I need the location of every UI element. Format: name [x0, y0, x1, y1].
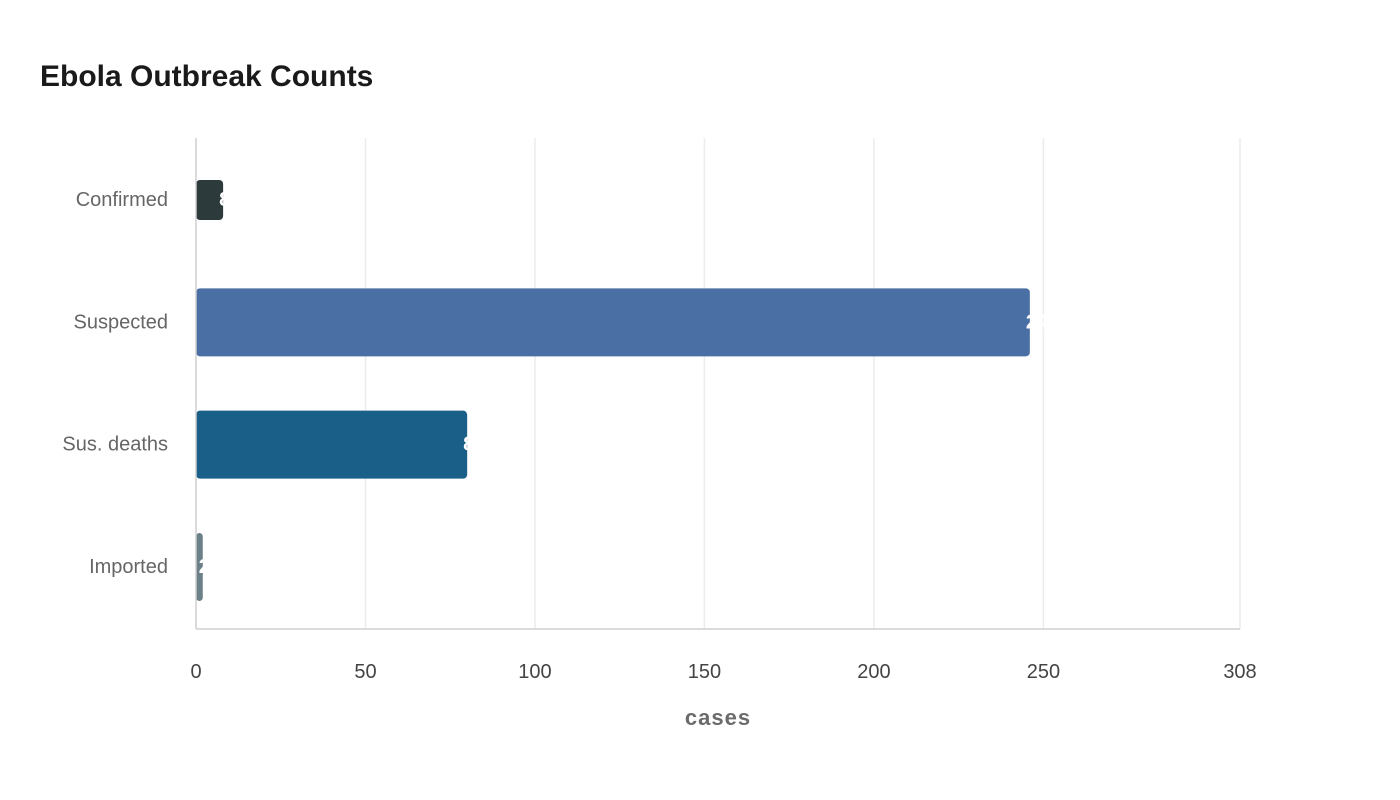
chart-title: Ebola Outbreak Counts: [40, 60, 374, 93]
bar-value-label: 246: [1026, 311, 1059, 333]
x-tick-label: 250: [1027, 661, 1060, 683]
bar-value-label: 80: [463, 434, 485, 456]
x-tick-label: 308: [1223, 661, 1256, 683]
x-tick-label: 150: [688, 661, 721, 683]
y-axis-tick-labels: Confirmed Suspected Sus. deaths Imported: [62, 189, 168, 578]
y-tick-label: Imported: [89, 556, 168, 578]
x-tick-label: 100: [518, 661, 551, 683]
y-tick-label: Confirmed: [76, 189, 168, 211]
x-axis-title: cases: [685, 705, 751, 730]
grid-lines: [364, 138, 1241, 629]
x-tick-label: 200: [857, 661, 890, 683]
y-tick-label: Sus. deaths: [62, 434, 168, 456]
bar-imported: [196, 533, 203, 601]
x-tick-label: 50: [354, 661, 376, 683]
bar-suspected: [196, 288, 1030, 357]
bars: [196, 180, 1030, 601]
y-tick-label: Suspected: [73, 311, 168, 333]
x-tick-label: 0: [190, 661, 201, 683]
bar-confirmed: [196, 180, 224, 220]
bar-value-labels: 8 246 80 2: [199, 189, 1059, 578]
bar-value-label: 2: [199, 556, 210, 578]
bar-sus-deaths: [196, 410, 468, 479]
bar-value-label: 8: [219, 189, 230, 211]
x-axis-tick-labels: 0 50 100 150 200 250 308: [190, 661, 1256, 683]
axes: [195, 138, 1240, 630]
